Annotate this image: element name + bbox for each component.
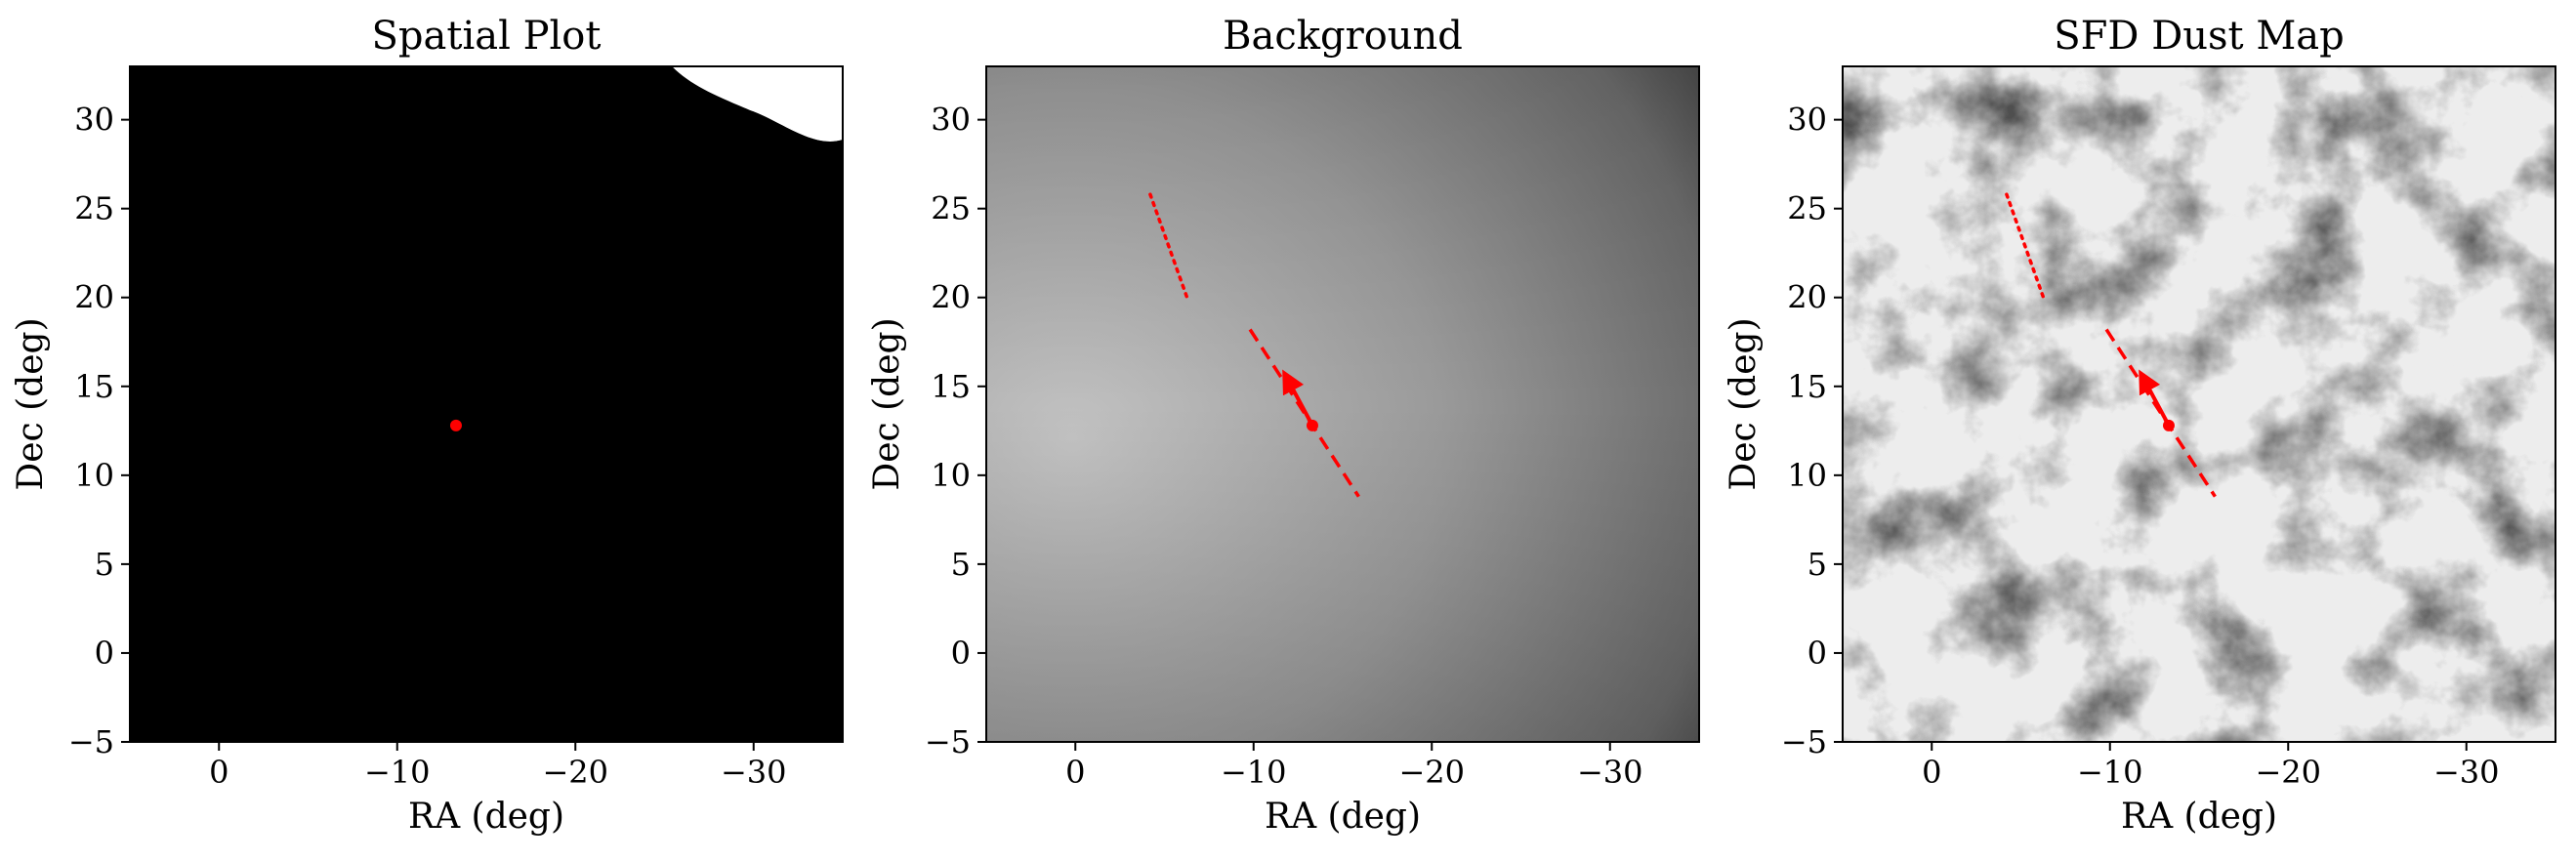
axes-frame [1842, 65, 2556, 743]
masked-region [672, 66, 843, 143]
y-tick-label: 20 [1787, 279, 1827, 316]
x-tick-label: −30 [721, 754, 787, 791]
y-tick-label: −5 [1781, 723, 1827, 760]
x-tick-label: −20 [1398, 754, 1465, 791]
marker-point [449, 419, 462, 431]
y-tick-label: 30 [74, 102, 114, 139]
x-tick-label: 0 [1065, 754, 1085, 791]
panel-title: Background [1223, 14, 1463, 59]
x-tick-label: −10 [2077, 754, 2143, 791]
x-tick-label: −30 [1577, 754, 1643, 791]
dotted-track [2005, 192, 2046, 302]
heatmap-image [1843, 66, 2555, 742]
x-tick-label: −10 [364, 754, 431, 791]
dashed-track [2104, 328, 2217, 498]
panel-2: 0 −10 −20 −30 −5 0 5 10 15 20 25 30 Background RA (de… [867, 14, 1700, 837]
y-tick-label: 20 [74, 279, 114, 316]
panels: 0 −10 −20 −30 −5 0 5 10 15 20 25 30 Spatial Plot RA (… [11, 14, 2556, 837]
x-axis-label: RA (deg) [1265, 797, 1421, 837]
y-tick-label: 15 [74, 368, 114, 405]
y-tick-label: 0 [1807, 635, 1827, 672]
y-tick-label: 25 [1787, 190, 1827, 227]
y-tick-label: 5 [1807, 546, 1827, 583]
dark-edge-region [672, 66, 843, 359]
heatmap-image [130, 66, 843, 742]
x-tick-label: −30 [2433, 754, 2500, 791]
x-tick-label: 0 [209, 754, 229, 791]
y-tick-label: 10 [74, 457, 114, 494]
y-tick-label: 15 [1787, 368, 1827, 405]
y-tick-label: 0 [95, 635, 114, 672]
arrow [1282, 369, 1314, 427]
y-tick-label: 5 [951, 546, 971, 583]
y-axis-label: Dec (deg) [867, 317, 907, 490]
panel-3: 0 −10 −20 −30 −5 0 5 10 15 20 25 30 SFD Dust Map RA (… [1724, 14, 2556, 837]
y-axis-label: Dec (deg) [1724, 317, 1764, 490]
x-tick-label: −20 [2255, 754, 2321, 791]
axes-frame [129, 65, 844, 743]
panel-1: 0 −10 −20 −30 −5 0 5 10 15 20 25 30 Spatial Plot RA (… [11, 14, 844, 837]
dashed-track [1248, 328, 1360, 498]
y-tick-label: −5 [925, 723, 971, 760]
y-tick-label: 30 [1787, 102, 1827, 139]
dotted-track [1148, 192, 1189, 302]
y-tick-label: 5 [95, 546, 114, 583]
arrow [2139, 369, 2171, 427]
y-tick-label: 0 [951, 635, 971, 672]
axes-frame [985, 65, 1700, 743]
heatmap-image [986, 66, 1699, 742]
panel-title: Spatial Plot [372, 14, 602, 59]
y-axis-label: Dec (deg) [11, 317, 51, 490]
y-tick-label: −5 [68, 723, 114, 760]
dust-structure [1843, 66, 2555, 742]
y-tick-label: 10 [931, 457, 971, 494]
marker-point [1306, 419, 1318, 431]
marker-point [2162, 419, 2175, 431]
y-tick-label: 25 [74, 190, 114, 227]
panel-title: SFD Dust Map [2054, 14, 2345, 59]
x-tick-label: 0 [1922, 754, 1941, 791]
y-tick-label: 10 [1787, 457, 1827, 494]
background-vertical-shade [986, 66, 1699, 742]
y-tick-label: 20 [931, 279, 971, 316]
x-tick-label: −20 [542, 754, 608, 791]
y-tick-label: 30 [931, 102, 971, 139]
x-axis-label: RA (deg) [408, 797, 564, 837]
y-tick-label: 25 [931, 190, 971, 227]
y-tick-label: 15 [931, 368, 971, 405]
x-axis-label: RA (deg) [2121, 797, 2277, 837]
x-tick-label: −10 [1221, 754, 1287, 791]
